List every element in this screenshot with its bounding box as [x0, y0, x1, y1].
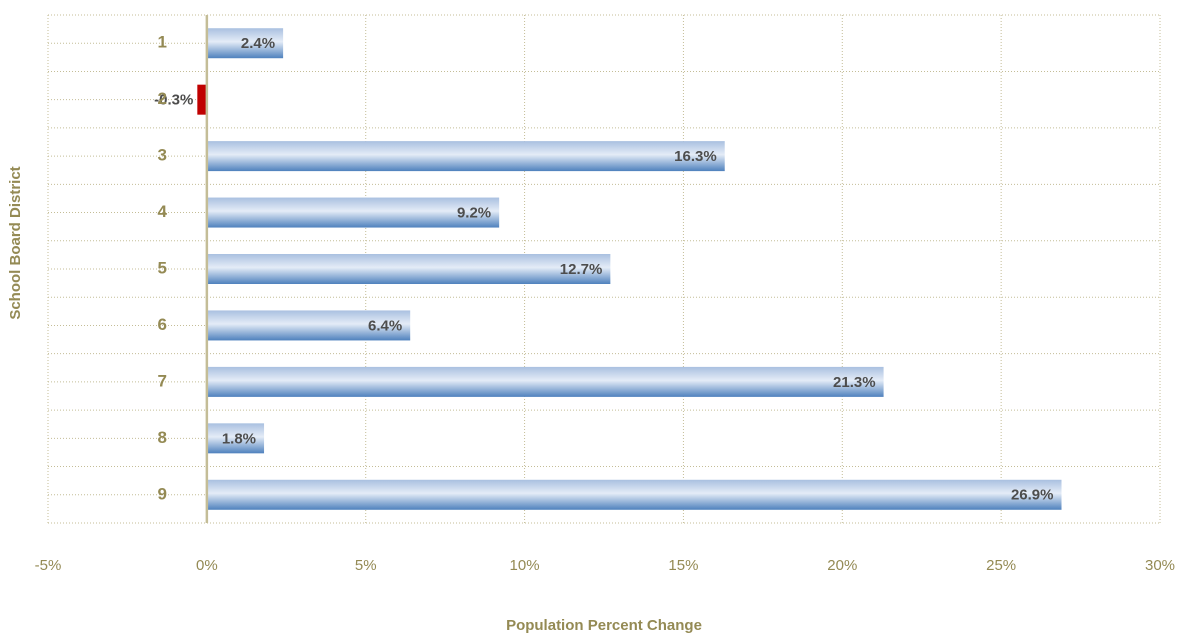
y-tick-label: 9 — [158, 484, 167, 503]
value-label: 1.8% — [222, 430, 256, 447]
x-tick-label: 20% — [827, 557, 857, 574]
y-tick-label: 5 — [158, 258, 167, 277]
x-tick-label: -5% — [35, 557, 62, 574]
y-axis-title: School Board District — [7, 166, 24, 319]
bar — [197, 84, 207, 115]
value-label: 6.4% — [368, 317, 402, 334]
x-tick-label: 10% — [510, 557, 540, 574]
y-tick-label: 2 — [158, 89, 167, 108]
bar — [206, 141, 725, 172]
value-label: 16.3% — [674, 148, 717, 165]
y-tick-label: 1 — [158, 33, 167, 52]
x-tick-label: 15% — [668, 557, 698, 574]
bar — [206, 254, 611, 284]
x-tick-label: 5% — [355, 557, 377, 574]
y-tick-label: 3 — [158, 146, 167, 165]
x-axis-title: Population Percent Change — [506, 617, 702, 634]
bar — [206, 366, 884, 397]
value-label: 21.3% — [833, 374, 876, 391]
bar — [206, 479, 1062, 510]
x-tick-label: 25% — [986, 557, 1016, 574]
value-label: 2.4% — [241, 35, 275, 52]
y-tick-label: 8 — [158, 428, 167, 447]
y-tick-label: 7 — [158, 371, 167, 390]
y-tick-label: 4 — [158, 202, 168, 221]
bar — [206, 423, 265, 454]
bar — [206, 28, 284, 59]
value-label: 9.2% — [457, 205, 491, 222]
x-tick-label: 0% — [196, 557, 218, 574]
x-tick-label: 30% — [1145, 557, 1175, 574]
bar — [206, 197, 500, 228]
value-label: 12.7% — [560, 261, 603, 278]
value-label: -0.3% — [154, 92, 193, 109]
y-tick-label: 6 — [158, 315, 167, 334]
bar — [206, 310, 411, 341]
value-label: 26.9% — [1011, 487, 1054, 504]
